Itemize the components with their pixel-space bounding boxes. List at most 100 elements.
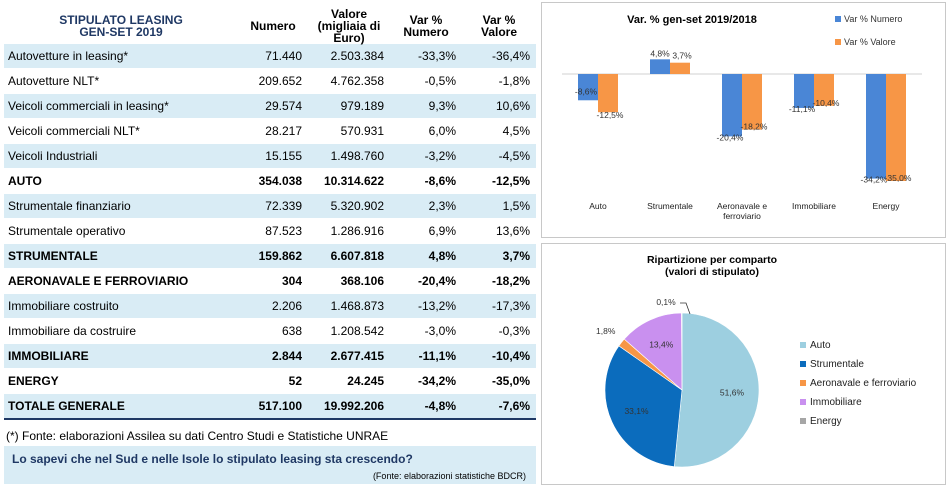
bar-value-label-1-3: -10,4%	[813, 98, 840, 108]
row-numero: 87.523	[238, 219, 308, 244]
row-var-numero: 4,8%	[390, 244, 462, 269]
row-numero: 159.862	[238, 244, 308, 269]
row-var-valore: 3,7%	[462, 244, 536, 269]
row-var-numero: -11,1%	[390, 344, 462, 369]
row-valore: 570.931	[308, 119, 390, 144]
header-numero: Numero	[238, 4, 308, 44]
legend-swatch-0	[835, 16, 841, 22]
row-numero: 29.574	[238, 94, 308, 119]
row-var-numero: -34,2%	[390, 369, 462, 394]
bar-value-label-1-2: -18,2%	[741, 122, 768, 132]
row-valore: 19.992.206	[308, 394, 390, 420]
row-valore: 1.208.542	[308, 319, 390, 344]
bar-value-label-1-1: 3,7%	[672, 51, 692, 61]
row-label: Strumentale finanziario	[4, 194, 238, 219]
row-valore: 1.468.873	[308, 294, 390, 319]
legend-swatch-1	[835, 39, 841, 45]
row-numero: 71.440	[238, 44, 308, 69]
row-numero: 28.217	[238, 119, 308, 144]
bar-1-1	[670, 63, 690, 74]
bar-value-label-0-1: 4,8%	[650, 48, 670, 58]
pie-leader-line	[680, 303, 690, 314]
bar-value-label-0-2: -20,4%	[717, 132, 744, 142]
row-valore: 979.189	[308, 94, 390, 119]
legend-label-1: Var % Valore	[844, 37, 896, 47]
row-numero: 2.206	[238, 294, 308, 319]
row-label: Autovetture NLT*	[4, 69, 238, 94]
legend-label-0: Var % Numero	[844, 14, 902, 24]
row-valore: 2.677.415	[308, 344, 390, 369]
row-var-valore: 1,5%	[462, 194, 536, 219]
category-label-4: Energy	[873, 201, 901, 211]
row-label: IMMOBILIARE	[4, 344, 238, 369]
row-valore: 10.314.622	[308, 169, 390, 194]
row-numero: 304	[238, 269, 308, 294]
row-var-valore: 4,5%	[462, 119, 536, 144]
row-var-valore: 13,6%	[462, 219, 536, 244]
bar-0-3	[794, 74, 814, 108]
row-numero: 72.339	[238, 194, 308, 219]
row-label: Autovetture in leasing*	[4, 44, 238, 69]
row-valore: 24.245	[308, 369, 390, 394]
row-label: TOTALE GENERALE	[4, 394, 238, 420]
bar-1-0	[598, 74, 618, 112]
row-var-numero: -4,8%	[390, 394, 462, 420]
pie-chart-panel: Ripartizione per comparto(valori di stip…	[541, 243, 946, 485]
row-var-numero: 9,3%	[390, 94, 462, 119]
row-valore: 2.503.384	[308, 44, 390, 69]
bar-value-label-0-0: -8,6%	[575, 86, 598, 96]
pie-legend-label-2: Aeronavale e ferroviario	[810, 378, 917, 389]
banner-source: (Fonte: elaborazioni statistiche BDCR)	[373, 471, 526, 481]
pie-value-label-3: 13,4%	[649, 339, 674, 349]
pie-chart: Ripartizione per comparto(valori di stip…	[542, 244, 945, 484]
bar-0-2	[722, 74, 742, 136]
row-var-valore: -0,3%	[462, 319, 536, 344]
pie-legend-swatch-1	[800, 361, 806, 367]
row-var-numero: -8,6%	[390, 169, 462, 194]
row-var-valore: -12,5%	[462, 169, 536, 194]
pie-chart-title: Ripartizione per comparto(valori di stip…	[647, 254, 777, 278]
bar-0-4	[866, 74, 886, 179]
row-valore: 368.106	[308, 269, 390, 294]
row-var-valore: -35,0%	[462, 369, 536, 394]
bar-value-label-1-4: -35,0%	[885, 173, 912, 183]
bar-1-4	[886, 74, 906, 181]
table-footnote: (*) Fonte: elaborazioni Assilea su dati …	[6, 429, 388, 443]
row-var-valore: -1,8%	[462, 69, 536, 94]
category-label-3: Immobiliare	[792, 201, 836, 211]
bar-value-label-1-0: -12,5%	[597, 110, 624, 120]
row-numero: 15.155	[238, 144, 308, 169]
category-label-0: Auto	[589, 201, 607, 211]
row-valore: 6.607.818	[308, 244, 390, 269]
row-valore: 4.762.358	[308, 69, 390, 94]
pie-legend-label-3: Immobiliare	[810, 397, 862, 408]
row-var-numero: 6,9%	[390, 219, 462, 244]
row-numero: 2.844	[238, 344, 308, 369]
row-label: Veicoli commerciali NLT*	[4, 119, 238, 144]
row-label: Strumentale operativo	[4, 219, 238, 244]
pie-legend-label-4: Energy	[810, 416, 842, 427]
row-var-valore: -4,5%	[462, 144, 536, 169]
row-var-numero: -20,4%	[390, 269, 462, 294]
pie-value-label-0: 51,6%	[720, 388, 745, 398]
row-valore: 5.320.902	[308, 194, 390, 219]
row-var-numero: -3,0%	[390, 319, 462, 344]
row-var-valore: -17,3%	[462, 294, 536, 319]
row-var-valore: -36,4%	[462, 44, 536, 69]
row-numero: 209.652	[238, 69, 308, 94]
row-label: ENERGY	[4, 369, 238, 394]
